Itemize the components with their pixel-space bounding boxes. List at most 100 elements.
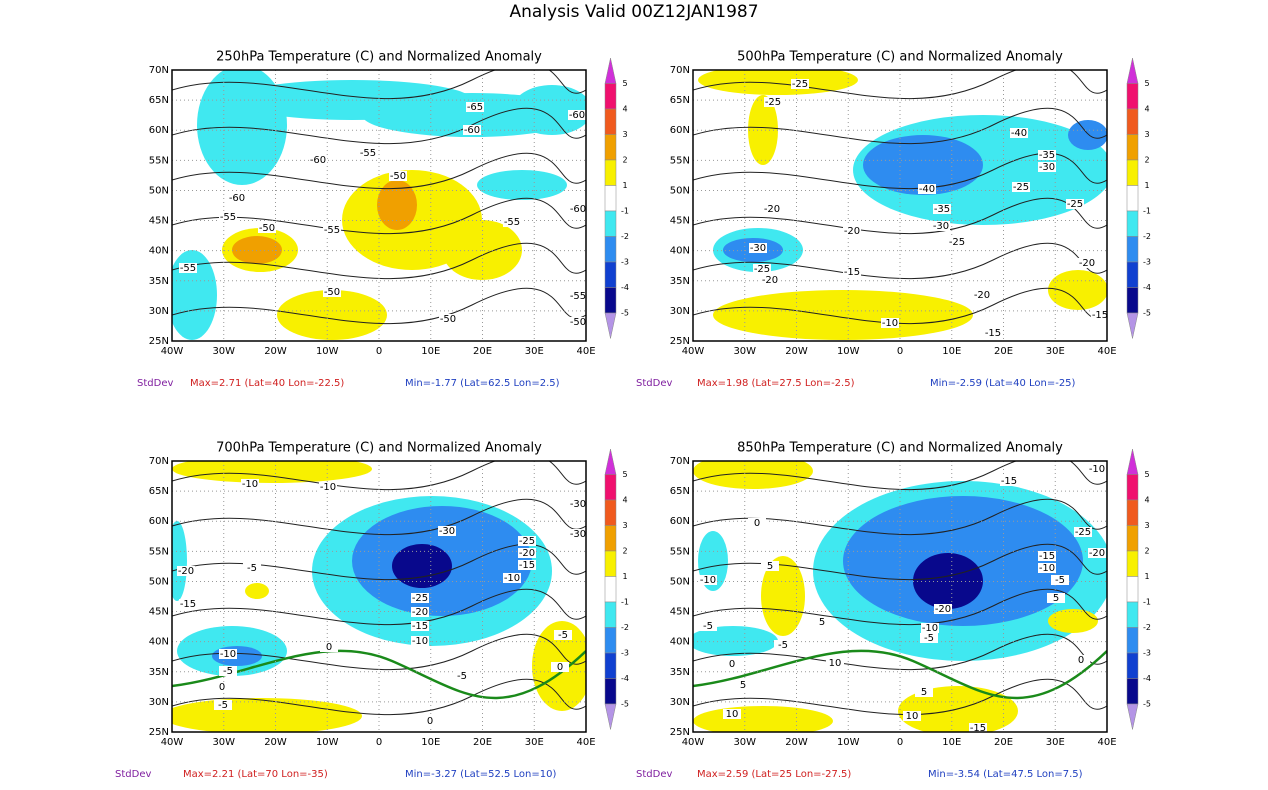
contour-label: -25 — [1013, 182, 1029, 193]
contour-label-bg — [1051, 575, 1069, 585]
contour-label-bg — [915, 687, 933, 697]
contour-label-bg — [1078, 258, 1096, 268]
contour-label: -25 — [412, 593, 428, 604]
contour — [693, 588, 1107, 626]
contour — [172, 633, 586, 671]
contour — [172, 287, 586, 325]
contour-label-bg — [734, 680, 752, 690]
contour-label-bg — [569, 317, 586, 327]
contour-label: 5 — [921, 687, 927, 698]
contour-label-bg — [1010, 128, 1028, 138]
contour-label-bg — [518, 548, 536, 558]
contour-label-bg — [1038, 563, 1056, 573]
lat-label: 50N — [149, 185, 169, 196]
contour-label-bg — [748, 518, 766, 528]
lat-label: 45N — [149, 216, 169, 227]
contour-label-bg — [761, 561, 779, 571]
lon-label: 40W — [682, 346, 705, 357]
map-body: -10-150-25-20-15-105-10 -55-20-10-5-5 5-50… — [693, 461, 1107, 734]
contour-label: -15 — [970, 723, 986, 734]
contour-label: 5 — [819, 617, 825, 628]
contour-label-bg — [903, 711, 921, 721]
contour — [693, 197, 1107, 235]
colorbar-segment — [1126, 550, 1139, 577]
contour-label-bg — [969, 723, 987, 732]
anomaly-area — [761, 556, 805, 636]
contour-label: -30 — [570, 529, 586, 540]
map-frame — [692, 460, 1108, 733]
lon-label: 20E — [994, 737, 1013, 748]
contour-label: -5 — [218, 700, 228, 711]
stat-label: StdDev — [115, 769, 151, 780]
stat-label: StdDev — [636, 769, 672, 780]
map-body: -65 -60 -60 -60 -55 -50 -60 -55 -50 -55 -55 -60 -55 -… — [172, 70, 586, 341]
colorbar-segment — [604, 236, 617, 263]
colorbar-label: 2 — [622, 547, 627, 556]
contour-label-bg — [933, 204, 951, 214]
contour-label: -10 — [412, 636, 428, 647]
contour-label-bg — [723, 659, 741, 669]
lat-label: 70N — [149, 456, 169, 467]
contour-label: -10 — [320, 482, 336, 493]
contour-label-bg — [826, 658, 844, 668]
contour-label: -30 — [933, 221, 949, 232]
contour-label-bg — [1012, 182, 1030, 192]
contour-label-bg — [699, 621, 717, 631]
contour-label-bg — [219, 649, 237, 659]
colorbar-segment — [1126, 236, 1139, 263]
contour-label-bg — [411, 593, 429, 603]
contour-label: 10 — [906, 711, 919, 722]
contour-label-bg — [568, 110, 586, 120]
lat-label: 40N — [149, 637, 169, 648]
contour-label: -5 — [778, 640, 788, 651]
contour — [172, 197, 586, 235]
lat-label: 65N — [149, 95, 169, 106]
colorbar-segment — [1126, 210, 1139, 237]
contour-label-bg — [774, 640, 792, 650]
lat-label: 65N — [149, 486, 169, 497]
panel-title: 250hPa Temperature (C) and Normalized An… — [216, 50, 542, 65]
map: -65 -60 -60 -60 -55 -50 -60 -55 -50 -55 -55 -60 -55 -… — [172, 70, 586, 341]
lat-label: 40N — [670, 246, 690, 257]
colorbar-segment — [604, 576, 617, 603]
contour-label: -55 — [324, 225, 340, 236]
contour — [172, 242, 586, 280]
map-body: -25-25-40-35-30-40 -25-20 -35 -25-30-20-25-… — [693, 70, 1108, 341]
contour-label-bg — [179, 599, 197, 609]
colorbar-label: -1 — [621, 207, 629, 216]
lat-label: 50N — [670, 185, 690, 196]
contour-label: -30 — [750, 243, 766, 254]
contour-label-bg — [569, 204, 586, 214]
colorbar-cap — [1126, 703, 1139, 730]
contour-label: -20 — [762, 275, 778, 286]
map-frame — [171, 69, 587, 342]
colorbar-segment — [604, 525, 617, 552]
lat-label: 35N — [670, 667, 690, 678]
stat-min: Min=-3.54 (Lat=47.5 Lon=7.5) — [928, 769, 1083, 780]
colorbar-segment — [1126, 652, 1139, 679]
anomaly-area — [172, 461, 372, 483]
colorbar-segment — [1126, 261, 1139, 288]
lat-label: 65N — [670, 95, 690, 106]
lon-label: 10W — [837, 737, 860, 748]
contour-label: -60 — [310, 155, 326, 166]
colorbar-segment — [604, 601, 617, 628]
colorbar-label: -3 — [621, 258, 629, 267]
contour-label-bg — [518, 536, 536, 546]
contour-label-bg — [323, 287, 341, 297]
contour-label-bg — [411, 621, 429, 631]
colorbar-label: -5 — [1143, 309, 1151, 318]
contour-label: 0 — [1078, 655, 1084, 666]
contour-label: -10 — [220, 649, 236, 660]
contour-label: 0 — [754, 518, 760, 529]
colorbar-label: 4 — [622, 105, 627, 114]
lat-label: 30N — [670, 697, 690, 708]
contour-label: -10 — [1039, 563, 1055, 574]
colorbar-label: 5 — [622, 79, 627, 88]
lon-label: 0 — [897, 346, 903, 357]
lon-label: 20W — [264, 737, 287, 748]
contour-label: -15 — [1092, 310, 1108, 321]
contour-label-bg — [1072, 655, 1090, 665]
contour-label: -50 — [259, 223, 275, 234]
lat-label: 25N — [149, 727, 169, 738]
